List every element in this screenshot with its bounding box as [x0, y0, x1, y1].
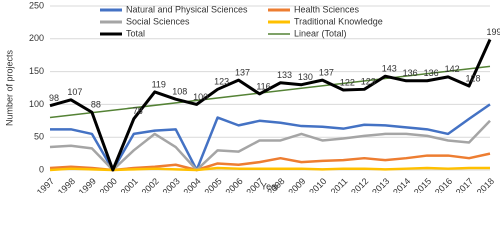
data-label: 119 — [152, 79, 166, 89]
legend-label: Natural and Physical Sciences — [126, 4, 248, 14]
series-line — [49, 119, 491, 172]
data-label: 128 — [466, 73, 481, 83]
x-tick-label: 2014 — [391, 176, 412, 193]
x-tick-label: 2002 — [140, 176, 161, 193]
series-line — [49, 38, 492, 172]
x-tick-label: 2009 — [286, 176, 307, 193]
x-tick-label: 1999 — [77, 176, 98, 193]
legend-label: Health Sciences — [294, 4, 360, 14]
y-tick-label: 50 — [34, 132, 44, 142]
x-tick-label: 2017 — [454, 176, 475, 193]
x-tick-label: 2015 — [412, 176, 433, 193]
data-label: 136 — [424, 68, 439, 78]
trend-line — [49, 65, 491, 119]
legend-label: Total — [126, 28, 145, 38]
x-tick-label: 2018 — [475, 176, 496, 193]
data-label: 116 — [256, 81, 270, 91]
legend-label: Traditional Knowledge — [294, 16, 383, 26]
x-tick-label: 2004 — [182, 176, 203, 193]
data-label: 130 — [298, 72, 313, 82]
data-label: 136 — [403, 68, 418, 78]
data-label: 98 — [49, 93, 59, 103]
y-tick-label: 250 — [29, 0, 44, 10]
data-label: 143 — [382, 64, 397, 74]
data-label: 122 — [340, 77, 355, 87]
chart: Number of projects Year 0 50 100 150 200 250 1… — [4, 0, 500, 193]
data-label: 107 — [67, 87, 82, 97]
y-tick-label: 150 — [29, 66, 44, 76]
data-label: 123 — [214, 77, 229, 87]
y-tick-label: 200 — [29, 33, 44, 43]
legend-label: Social Sciences — [126, 16, 190, 26]
data-label: 100 — [193, 92, 208, 102]
x-tick-label: 2010 — [307, 176, 328, 193]
data-label: 78 — [133, 106, 143, 116]
x-tick-label: 2013 — [370, 176, 391, 193]
y-axis-label: Number of projects — [4, 49, 14, 126]
x-tick-label: 2006 — [223, 176, 244, 193]
x-tick-label: 2003 — [161, 176, 182, 193]
series-line — [50, 103, 491, 172]
x-tick-label: 2011 — [329, 176, 350, 193]
legend-label: Linear (Total) — [294, 28, 347, 38]
y-tick-label: 0 — [39, 164, 44, 174]
data-label: 137 — [235, 68, 250, 78]
x-tick-label: 2000 — [98, 176, 119, 193]
y-tick-label: 100 — [29, 99, 44, 109]
x-tick-label: 2016 — [433, 176, 454, 193]
data-label: 137 — [319, 68, 334, 78]
x-axis-label: Year — [261, 181, 279, 191]
series-line — [49, 166, 490, 172]
data-label: 88 — [91, 100, 101, 110]
data-label: 133 — [277, 70, 292, 80]
data-label: 142 — [445, 64, 460, 74]
x-tick-label: 2012 — [349, 176, 370, 193]
x-tick-label: 2001 — [119, 176, 140, 193]
data-label: 199 — [486, 27, 500, 37]
x-tick-label: 2005 — [202, 176, 223, 193]
data-label: 108 — [172, 87, 187, 97]
x-tick-label: 1998 — [56, 176, 77, 193]
x-tick-label: 1997 — [35, 176, 56, 193]
data-label: 123 — [361, 77, 376, 87]
